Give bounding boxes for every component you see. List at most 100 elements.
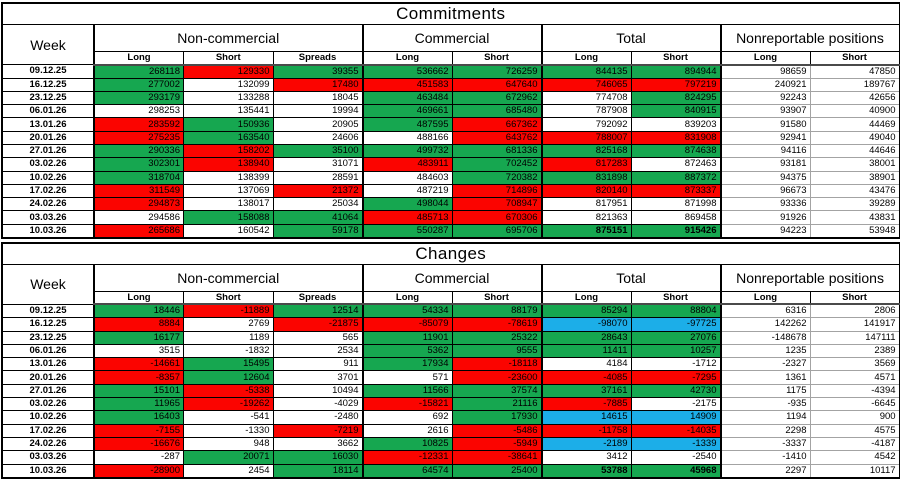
group-header-row: Week Non-commercial Commercial Total Nonrepo… [2,264,900,292]
value-cell: -5338 [183,383,274,399]
sub-header-cell: Short [183,290,274,306]
value-cell: -14035 [630,423,721,438]
value-cell: 8884 [93,317,184,332]
week-cell: 24.02.26 [1,436,95,452]
value-cell: 318704 [93,170,184,185]
value-cell: 43476 [809,183,900,199]
value-cell: 831898 [540,170,632,185]
title-row: Changes [2,242,900,265]
value-cell: 702452 [451,157,542,172]
value-cell: -11758 [540,423,632,438]
value-cell: 14615 [540,410,632,425]
value-cell: 10117 [809,463,900,479]
commitments-table: Commitments Week Non-commercial Commercial… [1,2,900,239]
value-cell: 16403 [93,410,184,425]
value-cell: 463484 [361,90,453,106]
week-cell: 10.02.26 [1,410,95,425]
sub-header-cell: Long [361,51,453,66]
week-cell: 20.01.26 [1,130,95,145]
table-row: 10.03.26 -28900 2454 18114 64574 25400 53788 45… [1,463,900,479]
week-cell: 23.12.25 [1,90,95,106]
value-cell: 45968 [630,463,721,479]
value-cell: 15101 [93,383,184,399]
sub-header-cell: Long [719,290,811,306]
table-row: 06.01.26 3515 -1832 2534 5362 9555 11411 10257 1… [1,343,900,359]
value-cell: 825168 [540,143,632,159]
table-row: 16.12.25 8884 2769 -21875 -85079 -78619 -98070… [1,317,900,332]
week-cell: 10.03.26 [1,223,95,239]
value-cell: 487595 [361,117,453,132]
week-cell: 03.02.26 [1,397,95,412]
value-cell: 1235 [719,343,811,359]
value-cell: 42656 [809,90,900,106]
group-header-row: Week Non-commercial Commercial Total Nonrepo… [2,24,900,53]
value-cell: 900 [809,410,900,425]
table-title: Commitments [2,3,900,25]
value-cell: 275235 [93,130,184,145]
value-cell: 2534 [272,343,363,359]
value-cell: -18118 [451,357,542,372]
table-row: 09.12.25 268118 129330 39355 536662 726259 844… [1,64,900,79]
value-cell: 720382 [451,170,542,185]
value-cell: -2540 [630,450,721,465]
value-cell: -1339 [630,436,721,452]
value-cell: 163540 [183,130,274,145]
value-cell: 821363 [540,210,632,225]
value-cell: 43831 [809,210,900,225]
value-cell: 294586 [93,210,184,225]
value-cell: 268118 [93,64,184,79]
value-cell: -7885 [540,397,632,412]
group-header-non-commercial: Non-commercial [93,24,363,52]
week-cell: 27.01.26 [1,383,95,399]
sub-header-cell: Short [451,51,542,66]
value-cell: 53948 [809,223,900,239]
value-cell: 94223 [719,223,811,239]
value-cell: 54334 [361,303,453,319]
value-cell: -3337 [719,436,811,452]
value-cell: 38901 [809,170,900,185]
value-cell: -15821 [361,397,453,412]
week-cell: 20.01.26 [1,370,95,385]
value-cell: 792092 [540,117,632,132]
value-cell: 487219 [361,183,453,199]
value-cell: 817951 [540,197,632,212]
value-cell: 692 [361,410,453,425]
value-cell: 6316 [719,303,811,319]
value-cell: 1194 [719,410,811,425]
value-cell: 571 [361,370,453,385]
value-cell: 3412 [540,450,632,465]
value-cell: 21372 [272,183,363,199]
value-cell: -85079 [361,317,453,332]
group-header-total: Total [540,264,721,292]
value-cell: 483911 [361,157,453,172]
value-cell: 158088 [183,210,274,225]
table-row: 09.12.25 18446 -11889 12514 54334 88179 85294 8… [1,303,900,319]
value-cell: 283592 [93,117,184,132]
value-cell: 277002 [93,77,184,92]
value-cell: 64574 [361,463,453,479]
sub-header-cell: Short [183,51,274,66]
group-header-total: Total [540,24,721,52]
value-cell: 25400 [451,463,542,479]
value-cell: 42730 [630,383,721,399]
value-cell: 189767 [809,77,900,92]
week-cell: 03.02.26 [1,157,95,172]
value-cell: -6645 [809,397,900,412]
table-row: 13.01.26 283592 150936 20905 487595 667362 792… [1,117,900,132]
value-cell: 92941 [719,130,811,145]
value-cell: 469661 [361,104,453,119]
value-cell: 298253 [93,104,184,119]
value-cell: 3569 [809,357,900,372]
week-cell: 03.03.26 [1,210,95,225]
value-cell: 1175 [719,383,811,399]
title-row: Commitments [2,3,900,25]
value-cell: 25034 [272,197,363,212]
sub-header-cell: Long [540,290,632,306]
value-cell: -8357 [93,370,184,385]
value-cell: 746065 [540,77,632,92]
value-cell: 844135 [540,64,632,79]
value-cell: 726259 [451,64,542,79]
value-cell: -7219 [272,423,363,438]
value-cell: 774708 [540,90,632,106]
value-cell: 16030 [272,450,363,465]
